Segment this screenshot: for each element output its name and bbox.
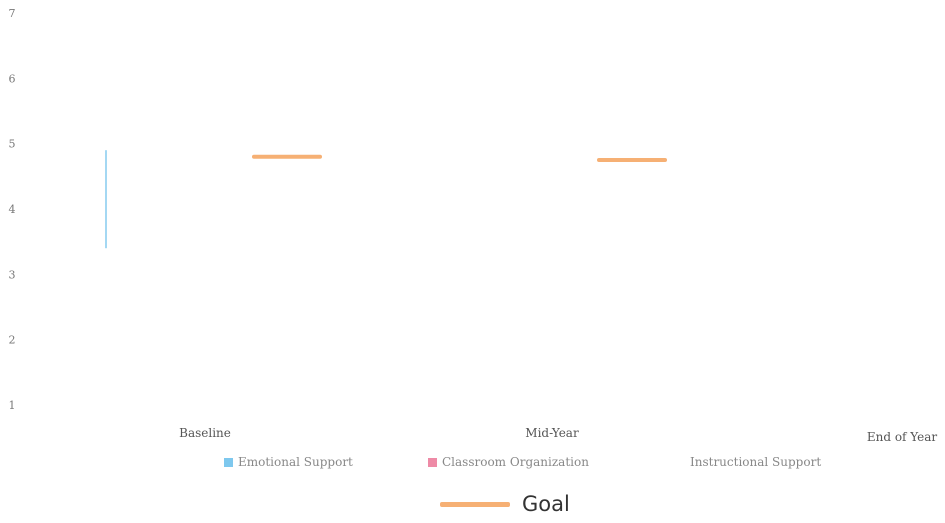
y-tick-label: 5 xyxy=(9,138,16,151)
legend-swatch xyxy=(428,457,437,467)
legend-goal: Goal xyxy=(0,492,945,522)
y-tick-label: 2 xyxy=(9,334,16,347)
y-tick-label: 7 xyxy=(9,7,16,20)
goal-legend-label: Goal xyxy=(522,492,570,516)
legend-label: Instructional Support xyxy=(690,455,822,469)
y-axis-ticks: 1 2 3 4 5 6 7 xyxy=(9,7,16,412)
y-tick-label: 1 xyxy=(9,399,16,412)
legend-item-goal[interactable]: Goal xyxy=(440,492,570,516)
goal-marker[interactable] xyxy=(252,154,322,159)
goal-marker[interactable] xyxy=(597,158,667,162)
legend-item-instructional-support[interactable]: Instructional Support xyxy=(690,452,821,472)
bars xyxy=(105,150,107,249)
y-tick-label: 3 xyxy=(9,268,16,281)
x-category-label: Baseline xyxy=(179,426,231,440)
legend: Emotional Support Classroom Organization… xyxy=(0,452,945,482)
legend-label: Emotional Support xyxy=(238,455,353,469)
legend-label: Classroom Organization xyxy=(442,455,589,469)
goal-markers xyxy=(252,154,667,162)
y-tick-label: 6 xyxy=(9,72,16,85)
x-category-label: End of Year xyxy=(867,430,938,444)
goal-legend-line xyxy=(440,501,510,507)
x-category-label: Mid-Year xyxy=(525,426,579,440)
x-axis-categories: Baseline Mid-Year End of Year xyxy=(179,426,937,444)
legend-swatch xyxy=(224,457,233,467)
y-tick-label: 4 xyxy=(9,203,16,216)
legend-item-emotional-support[interactable]: Emotional Support xyxy=(224,452,353,472)
bar[interactable] xyxy=(105,150,107,249)
legend-item-classroom-organization[interactable]: Classroom Organization xyxy=(428,452,589,472)
